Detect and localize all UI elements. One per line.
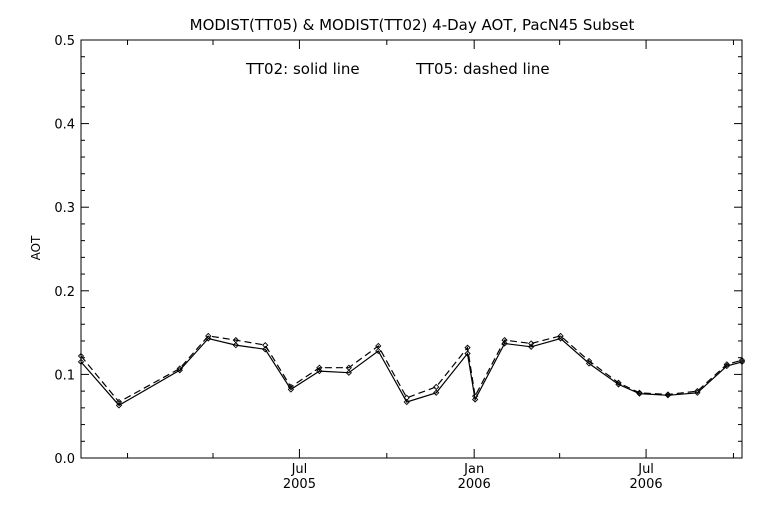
point-tt05-3 [205,332,212,340]
y-tick-label-0: 0.0 [54,452,75,467]
annotation-dashed: TT05: dashed line [415,60,550,78]
point-tt02-0 [77,358,85,365]
point-tt02-15 [528,343,535,350]
point-tt05-5 [262,342,269,349]
point-tt02-8 [345,369,352,376]
point-tt05-1 [115,398,123,406]
point-tt05-15 [528,340,535,347]
point-tt05-23 [738,357,746,364]
y-tick-label-1: 0.1 [54,368,75,383]
series-line-tt02 [80,337,743,407]
point-tt02-12 [464,350,471,357]
point-tt02-6 [287,386,295,393]
point-tt02-7 [316,367,323,375]
point-tt05-17 [585,357,593,365]
point-tt02-4 [232,342,239,349]
chart-title: MODIST(TT05) & MODIST(TT02) 4-Day AOT, P… [190,16,635,34]
point-tt05-10 [403,394,410,401]
point-tt05-21 [694,387,701,395]
point-tt02-1 [115,402,123,409]
point-tt02-13 [471,396,479,403]
point-tt05-14 [501,336,508,344]
annotation-solid: TT02: solid line [245,60,360,78]
point-tt05-2 [176,365,183,372]
point-tt05-13 [471,392,479,400]
x-tick-month-2: Jul [637,462,654,477]
point-tt05-0 [77,352,85,360]
y-tick-label-3: 0.3 [54,201,75,216]
point-tt02-10 [403,398,410,406]
point-tt05-22 [723,361,730,368]
x-tick-year-2: 2006 [630,477,663,492]
y-tick-label-5: 0.5 [54,34,75,49]
x-tick-month-1: Jan [463,462,484,477]
y-axis-label: AOT [29,235,43,260]
point-tt05-20 [664,391,672,398]
point-tt05-12 [464,344,471,351]
point-tt05-6 [287,383,295,391]
x-tick-year-0: 2005 [283,477,316,492]
x-tick-year-1: 2006 [458,477,491,492]
point-tt05-19 [636,389,643,396]
point-tt05-7 [316,364,323,371]
series-line-tt05 [80,335,743,403]
point-tt05-18 [615,379,622,386]
point-tt02-19 [636,390,643,397]
y-tick-label-4: 0.4 [54,118,75,133]
y-tick-label-2: 0.2 [54,285,75,300]
point-tt02-9 [375,347,382,355]
point-tt02-16 [557,335,564,342]
point-tt05-9 [375,342,382,350]
point-tt05-11 [433,383,440,391]
point-tt02-11 [433,389,440,396]
point-tt05-4 [232,336,239,344]
plot-frame [80,39,743,459]
point-tt05-16 [557,332,564,340]
x-tick-month-0: Jul [291,462,308,477]
point-tt05-8 [345,364,352,371]
